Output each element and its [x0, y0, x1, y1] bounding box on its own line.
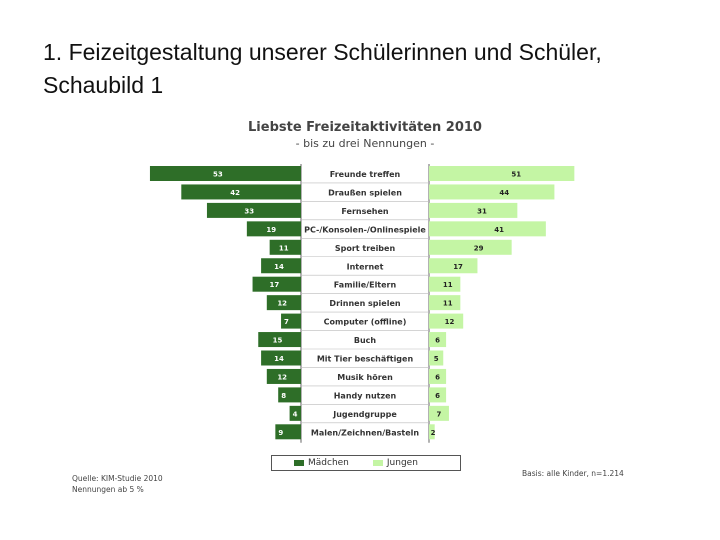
bar-maedchen	[206, 202, 301, 218]
source-note: Nennungen ab 5 %	[72, 485, 144, 494]
category-label: Drinnen spielen	[329, 299, 400, 308]
legend-item-jungen: Jungen	[372, 458, 418, 468]
data-label-jungen: 7	[437, 410, 442, 418]
bar-maedchen	[278, 387, 301, 403]
data-label-jungen: 12	[445, 318, 455, 326]
category-label: Jugendgruppe	[332, 410, 397, 419]
bar-maedchen	[261, 350, 301, 366]
slide-title: 1. Feizeitgestaltung unserer Schülerinne…	[43, 39, 602, 98]
data-label-jungen: 6	[435, 392, 440, 400]
bar-maedchen	[275, 424, 301, 440]
data-label-jungen: 41	[494, 226, 504, 234]
category-label: Musik hören	[337, 373, 393, 382]
category-label: Internet	[347, 262, 384, 271]
bar-jungen	[429, 258, 478, 274]
bar-maedchen	[266, 295, 301, 311]
data-label-maedchen: 12	[277, 300, 287, 308]
bar-jungen	[429, 295, 461, 311]
category-label: Handy nutzen	[334, 391, 397, 400]
data-label-jungen: 29	[474, 244, 484, 252]
data-label-jungen: 11	[443, 281, 453, 289]
bar-jungen	[429, 350, 444, 366]
bar-jungen	[429, 405, 449, 421]
data-label-jungen: 11	[443, 300, 453, 308]
data-label-maedchen: 4	[293, 410, 298, 418]
bar-maedchen	[261, 258, 301, 274]
bar-jungen	[429, 368, 447, 384]
bar-jungen	[429, 313, 464, 329]
data-label-maedchen: 11	[279, 244, 289, 252]
legend-swatch-jungen	[372, 460, 383, 466]
bar-maedchen	[252, 276, 301, 292]
data-label-maedchen: 19	[266, 226, 276, 234]
chart-basis: Basis: alle Kinder, n=1.214	[522, 469, 624, 478]
bar-jungen	[429, 202, 518, 218]
data-label-maedchen: 14	[274, 355, 284, 363]
legend-label-maedchen: Mädchen	[308, 458, 349, 468]
bar-jungen	[429, 276, 461, 292]
bar-maedchen	[266, 368, 301, 384]
data-label-maedchen: 17	[269, 281, 279, 289]
bar-maedchen	[258, 332, 301, 348]
data-label-jungen: 6	[435, 373, 440, 381]
category-label: PC-/Konsolen-/Onlinespiele	[304, 225, 426, 234]
category-label: Computer (offline)	[324, 318, 407, 327]
source-text: Quelle: KIM-Studie 2010	[72, 474, 163, 483]
category-label: Familie/Eltern	[334, 281, 397, 290]
category-label: Buch	[354, 336, 377, 345]
bar-jungen	[429, 239, 512, 255]
legend-label-jungen: Jungen	[386, 458, 418, 468]
bar-jungen	[429, 184, 555, 200]
legend-swatch-maedchen	[294, 460, 304, 466]
category-label: Freunde treffen	[330, 170, 401, 179]
chart-subtitle: - bis zu drei Nennungen -	[295, 137, 435, 150]
bar-jungen	[429, 424, 435, 440]
bar-jungen	[429, 221, 546, 237]
data-label-jungen: 44	[499, 189, 509, 197]
category-label: Draußen spielen	[328, 188, 402, 197]
data-label-maedchen: 15	[273, 337, 283, 345]
bar-maedchen	[181, 184, 301, 200]
chart-title: Liebste Freizeitaktivitäten 2010	[248, 120, 482, 135]
data-label-maedchen: 7	[284, 318, 289, 326]
legend: Mädchen Jungen	[271, 455, 461, 471]
data-label-maedchen: 12	[277, 373, 287, 381]
data-label-maedchen: 14	[274, 263, 284, 271]
bar-maedchen	[289, 405, 301, 421]
data-label-maedchen: 42	[230, 189, 240, 197]
category-label: Sport treiben	[335, 244, 396, 253]
bar-maedchen	[269, 239, 301, 255]
legend-item-maedchen: Mädchen	[294, 458, 349, 468]
data-label-jungen: 6	[435, 337, 440, 345]
bar-maedchen	[246, 221, 301, 237]
data-label-jungen: 5	[434, 355, 439, 363]
bar-jungen	[429, 166, 575, 181]
category-label: Fernsehen	[341, 207, 389, 216]
category-label: Mit Tier beschäftigen	[317, 355, 414, 364]
data-label-jungen: 31	[477, 207, 487, 215]
bar-jungen	[429, 332, 447, 348]
data-label-maedchen: 33	[244, 207, 254, 215]
data-label-jungen: 17	[453, 263, 463, 271]
data-label-jungen: 51	[511, 171, 521, 179]
data-label-jungen: 2	[431, 429, 436, 437]
bar-maedchen	[281, 313, 301, 329]
category-label: Malen/Zeichnen/Basteln	[311, 428, 420, 437]
data-label-maedchen: 53	[213, 171, 223, 179]
chart-source: Quelle: KIM-Studie 2010 Nennungen ab 5 %	[72, 473, 163, 495]
bar-jungen	[429, 387, 447, 403]
bar-maedchen	[149, 166, 301, 181]
data-label-maedchen: 9	[278, 429, 283, 437]
data-label-maedchen: 8	[281, 392, 286, 400]
